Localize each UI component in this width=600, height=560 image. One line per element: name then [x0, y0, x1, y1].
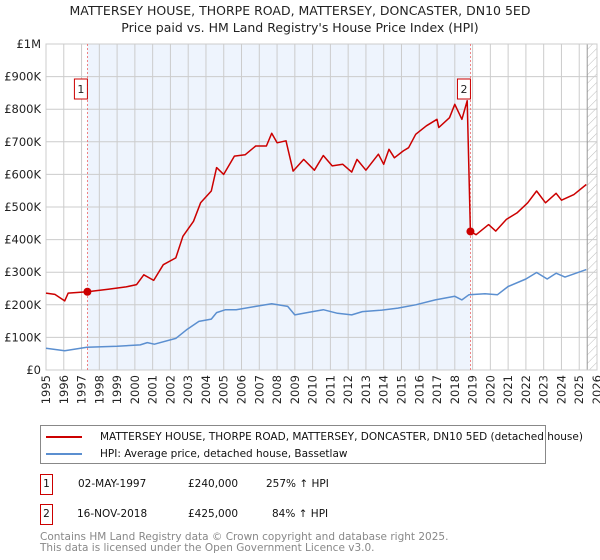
x-tick-label: 2024: [554, 375, 568, 404]
sale-hpi-change: 84% ↑ HPI: [272, 508, 329, 520]
x-tick-label: 1996: [57, 375, 71, 404]
sale-label-box: [456, 78, 471, 100]
x-tick-label: 2019: [466, 375, 480, 404]
x-tick-label: 2015: [394, 375, 408, 404]
sale-point: [83, 287, 92, 296]
sale-badge: 2: [40, 504, 53, 525]
x-tick-label: 2000: [128, 375, 142, 404]
x-tick-label: 2002: [163, 375, 177, 404]
price-line: [45, 99, 587, 302]
sale-label-box: [73, 78, 88, 100]
x-tick-label: 2021: [501, 375, 515, 404]
x-tick-label: 2007: [252, 375, 266, 404]
legend-item-hpi: HPI: Average price, detached house, Bass…: [41, 447, 347, 461]
y-tick-label: £800K: [4, 102, 41, 116]
x-tick-label: 2010: [306, 375, 320, 404]
sale-label: 2: [460, 83, 467, 96]
x-tick-label: 2022: [519, 375, 533, 404]
x-tick-label: 2016: [412, 375, 426, 404]
x-tick-label: 2004: [199, 375, 213, 404]
x-tick-label: 2009: [288, 375, 302, 404]
legend-label: HPI: Average price, detached house, Bass…: [100, 448, 348, 460]
x-tick-label: 2018: [448, 375, 462, 404]
y-tick-label: £700K: [4, 135, 41, 149]
y-tick-label: £900K: [4, 70, 41, 84]
x-tick-label: 2008: [270, 375, 284, 404]
y-tick-label: £1M: [16, 37, 41, 51]
footer-licence: This data is licensed under the Open Gov…: [40, 542, 375, 554]
x-tick-label: 1997: [75, 375, 89, 404]
sale-hpi-change: 257% ↑ HPI: [266, 478, 329, 490]
x-tick-label: 1999: [110, 375, 124, 404]
sale-price: £240,000: [188, 478, 239, 490]
y-tick-label: £100K: [4, 330, 41, 344]
plot-border: [45, 43, 598, 371]
sale-date: 02-MAY-1997: [78, 478, 147, 490]
sale-label: 1: [77, 83, 84, 96]
footer-copyright: Contains HM Land Registry data © Crown c…: [40, 531, 449, 543]
y-tick-label: £300K: [4, 265, 41, 279]
legend-item-property: MATTERSEY HOUSE, THORPE ROAD, MATTERSEY,…: [41, 430, 583, 444]
x-tick-label: 2005: [217, 375, 231, 404]
x-tick-label: 2025: [572, 375, 586, 404]
legend-label: MATTERSEY HOUSE, THORPE ROAD, MATTERSEY,…: [100, 431, 583, 443]
sale-point: [466, 227, 475, 236]
x-tick-label: 2011: [323, 375, 337, 404]
chart-title: MATTERSEY HOUSE, THORPE ROAD, MATTERSEY,…: [69, 3, 531, 18]
sale-row: 1 02-MAY-1997 £240,000 257% ↑ HPI: [40, 474, 440, 495]
x-tick-label: 2017: [430, 375, 444, 404]
x-tick-label: 1998: [92, 375, 106, 404]
legend: MATTERSEY HOUSE, THORPE ROAD, MATTERSEY,…: [40, 425, 583, 464]
price-chart: 1995 1996 1997 1998 1999 2000 2001 2002 2003 2004…: [4, 37, 600, 404]
hpi-line: [45, 268, 587, 352]
x-tick-label: 2012: [341, 375, 355, 404]
y-tick-label: £0: [26, 363, 41, 377]
blue-line-swatch: [46, 453, 82, 455]
x-tick-label: 2026: [590, 375, 600, 404]
x-tick-label: 2001: [146, 375, 160, 404]
y-tick-label: £400K: [4, 233, 41, 247]
x-tick-label: 2006: [235, 375, 249, 404]
x-tick-label: 2020: [483, 375, 497, 404]
x-tick-label: 2003: [181, 375, 195, 404]
red-line-swatch: [46, 436, 82, 438]
y-tick-label: £500K: [4, 200, 41, 214]
x-tick-label: 2013: [359, 375, 373, 404]
chart-subtitle: Price paid vs. HM Land Registry's House …: [121, 20, 479, 35]
x-tick-label: 2023: [537, 375, 551, 404]
sale-row: 2 16-NOV-2018 £425,000 84% ↑ HPI: [40, 504, 440, 525]
y-tick-label: £600K: [4, 167, 41, 181]
y-tick-label: £200K: [4, 298, 41, 312]
x-tick-label: 1995: [39, 375, 53, 404]
sale-date: 16-NOV-2018: [77, 508, 148, 520]
x-tick-label: 2014: [377, 375, 391, 404]
sale-price: £425,000: [188, 508, 239, 520]
sale-badge: 1: [40, 474, 53, 495]
